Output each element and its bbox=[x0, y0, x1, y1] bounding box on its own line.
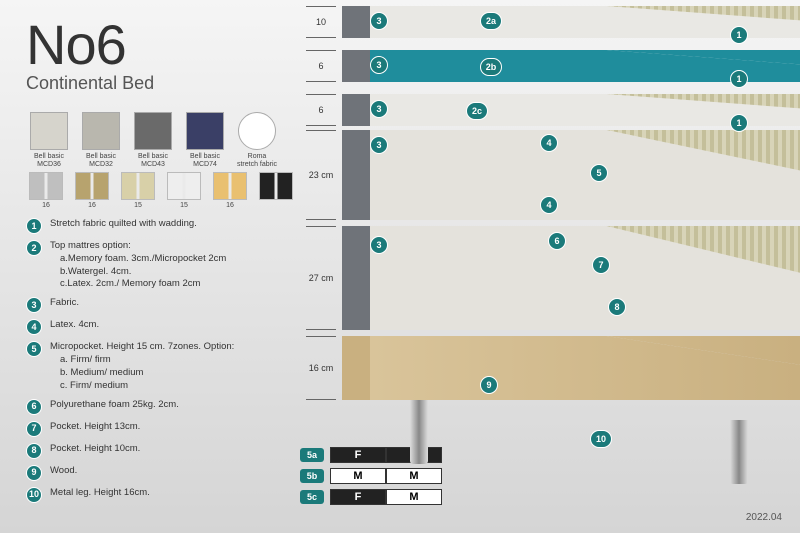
leg-swatch: 15 bbox=[118, 172, 158, 209]
leg-swatches: 1616151516 bbox=[26, 172, 296, 209]
title-block: No6 Continental Bed bbox=[26, 12, 154, 94]
bed-layer: 3 4 5 4 bbox=[368, 130, 800, 220]
legend-item: 9Wood. bbox=[26, 465, 316, 481]
metal-leg-left bbox=[410, 400, 428, 464]
bed-layer: 9 bbox=[368, 336, 800, 400]
bed-layer: 32b1 bbox=[368, 50, 800, 82]
callout-badge: 9 bbox=[480, 376, 498, 394]
fabric-swatch: Bell basicMCD32 bbox=[78, 112, 124, 168]
product-subtitle: Continental Bed bbox=[26, 73, 154, 94]
callout-badge: 8 bbox=[608, 298, 626, 316]
callout-badge: 3 bbox=[370, 136, 388, 154]
callout-badge: 6 bbox=[548, 232, 566, 250]
callout-badge: 10 bbox=[590, 430, 612, 448]
callout-badge: 2c bbox=[466, 102, 488, 120]
legend-list: 1Stretch fabric quilted with wadding. 2To… bbox=[26, 218, 316, 509]
callout-badge: 1 bbox=[730, 114, 748, 132]
legend-item: 2Top mattres option:a.Memory foam. 3cm./… bbox=[26, 240, 316, 291]
legend-item: 3Fabric. bbox=[26, 297, 316, 313]
legend-item: 5Micropocket. Height 15 cm. 7zones. Opti… bbox=[26, 341, 316, 392]
product-title: No6 bbox=[26, 12, 154, 77]
legend-item: 7Pocket. Height 13cm. bbox=[26, 421, 316, 437]
fabric-swatch: Bell basicMCD43 bbox=[130, 112, 176, 168]
bed-cutaway-diagram: 106623 cm27 cm16 cm 32a132b132c134543678… bbox=[340, 0, 800, 500]
bed-layer: 32a1 bbox=[368, 6, 800, 38]
metal-leg-right bbox=[730, 420, 748, 484]
leg-swatch: 16 bbox=[210, 172, 250, 209]
legend-item: 8Pocket. Height 10cm. bbox=[26, 443, 316, 459]
callout-badge: 5 bbox=[590, 164, 608, 182]
callout-badge: 3 bbox=[370, 56, 388, 74]
legend-item: 10Metal leg. Height 16cm. bbox=[26, 487, 316, 503]
legend-item: 6Polyurethane foam 25kg. 2cm. bbox=[26, 399, 316, 415]
fabric-swatch: Bell basicMCD36 bbox=[26, 112, 72, 168]
callout-badge: 2a bbox=[480, 12, 502, 30]
fabric-swatches: Bell basicMCD36Bell basicMCD32Bell basic… bbox=[26, 112, 280, 168]
callout-badge: 7 bbox=[592, 256, 610, 274]
fabric-swatch: Bell basicMCD74 bbox=[182, 112, 228, 168]
legend-item: 4Latex. 4cm. bbox=[26, 319, 316, 335]
leg-swatch: 16 bbox=[72, 172, 112, 209]
leg-swatch: 16 bbox=[26, 172, 66, 209]
callout-badge: 2b bbox=[480, 58, 502, 76]
bed-layer: 32c1 bbox=[368, 94, 800, 126]
legend-item: 1Stretch fabric quilted with wadding. bbox=[26, 218, 316, 234]
leg-swatch: 15 bbox=[164, 172, 204, 209]
leg-swatch bbox=[256, 172, 296, 209]
callout-badge: 1 bbox=[730, 26, 748, 44]
callout-badge: 1 bbox=[730, 70, 748, 88]
callout-badge: 3 bbox=[370, 12, 388, 30]
fabric-swatch: Romastretch fabric bbox=[234, 112, 280, 168]
bed-layer: 3 6 7 8 bbox=[368, 226, 800, 330]
callout-badge: 4 bbox=[540, 196, 558, 214]
date-label: 2022.04 bbox=[746, 512, 782, 523]
callout-badge: 3 bbox=[370, 100, 388, 118]
callout-badge: 3 bbox=[370, 236, 388, 254]
callout-badge: 4 bbox=[540, 134, 558, 152]
